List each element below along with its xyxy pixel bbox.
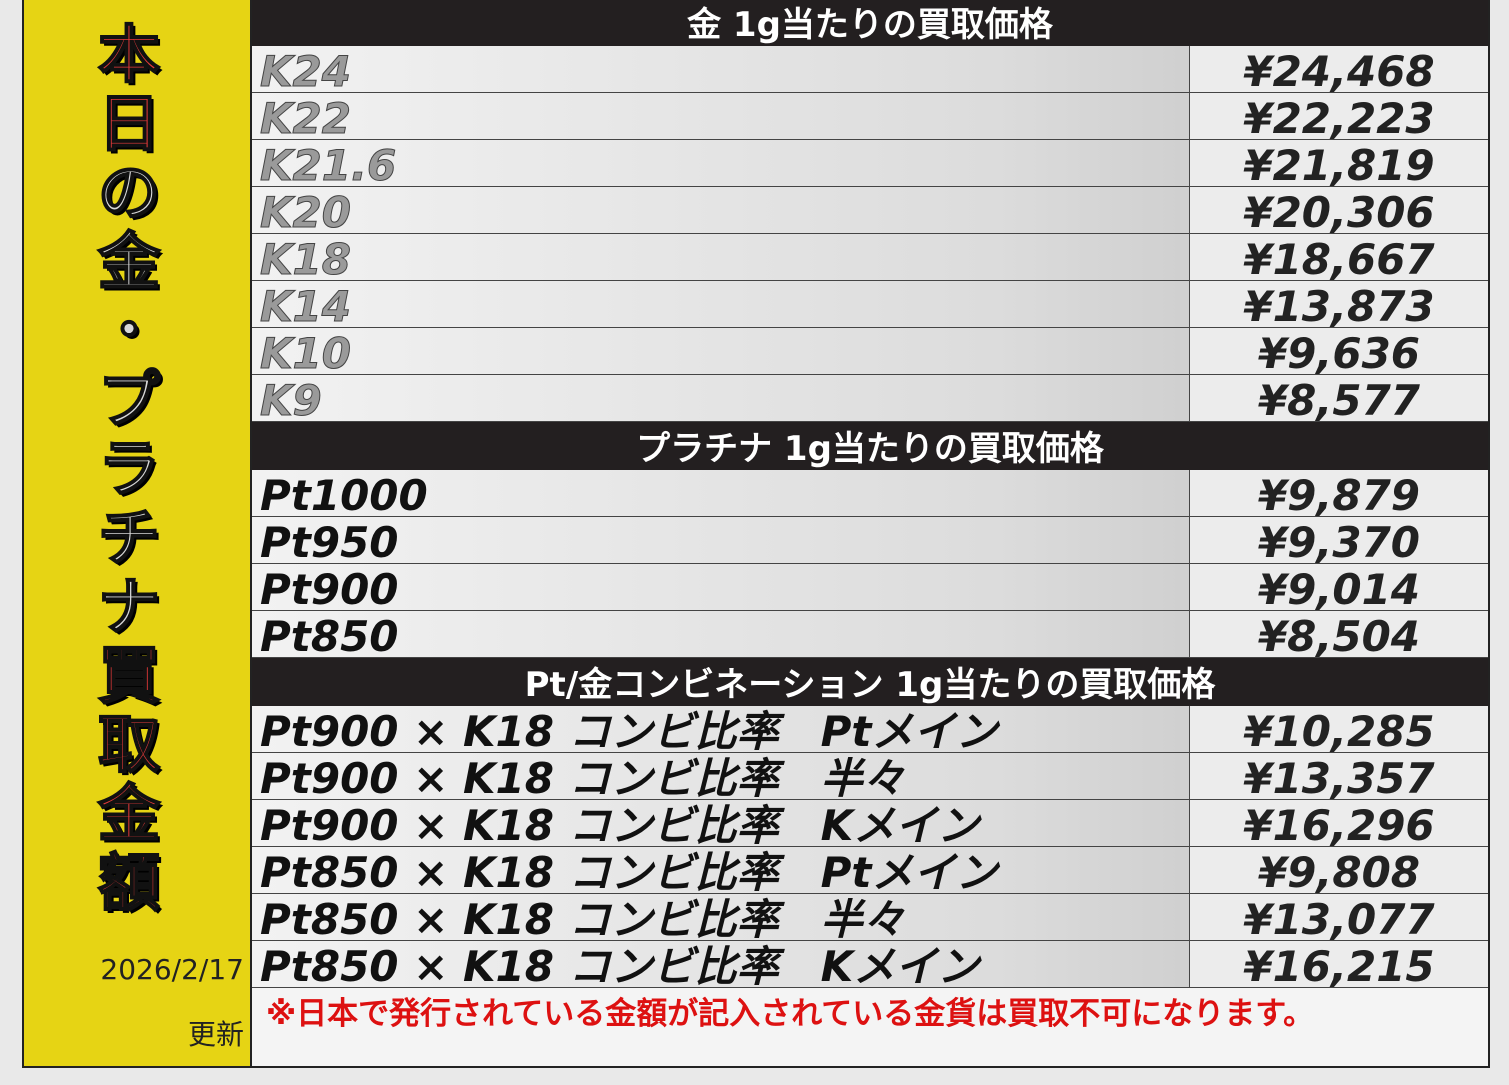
title-char: プ — [97, 363, 161, 436]
title-char: 取 — [97, 708, 161, 781]
vertical-title: 本日の金・プラチナ買取金額 — [64, 18, 194, 919]
gold-price-row: K18 ¥18,667 — [252, 234, 1488, 284]
gold-price-row: K21.6 ¥21,819 — [252, 140, 1488, 190]
platinum-price-row: Pt900 ¥9,014 — [252, 564, 1488, 614]
item-name: Pt850 — [252, 611, 1190, 657]
title-char: 金 — [97, 777, 161, 850]
item-name: Pt850 × K18 コンビ比率 Ptメイン — [252, 847, 1190, 893]
title-char: の — [97, 156, 161, 229]
item-price: ¥16,215 — [1190, 941, 1488, 991]
item-price: ¥9,636 — [1190, 328, 1488, 378]
item-price: ¥9,370 — [1190, 517, 1488, 567]
platinum-price-row: Pt850 ¥8,504 — [252, 611, 1488, 661]
combination-price-row: Pt900 × K18 コンビ比率 Kメイン ¥16,296 — [252, 800, 1488, 850]
price-sign: 本日の金・プラチナ買取金額 2026/2/17 更新 金 1g当たりの買取価格 K… — [22, 0, 1490, 1068]
item-name: K9 — [252, 375, 1190, 421]
item-name: Pt850 × K18 コンビ比率 Kメイン — [252, 941, 1190, 987]
gold-price-row: K22 ¥22,223 — [252, 93, 1488, 143]
item-name: K18 — [252, 234, 1190, 280]
item-name: Pt900 × K18 コンビ比率 半々 — [252, 753, 1190, 799]
item-name: K22 — [252, 93, 1190, 139]
title-char: ・ — [97, 294, 161, 367]
combination-section-header: Pt/金コンビネーション 1g当たりの買取価格 — [252, 658, 1488, 706]
item-price: ¥10,285 — [1190, 706, 1488, 756]
item-name: Pt1000 — [252, 470, 1190, 516]
item-name: Pt900 × K18 コンビ比率 Ptメイン — [252, 706, 1190, 752]
item-price: ¥9,808 — [1190, 847, 1488, 897]
item-name: K20 — [252, 187, 1190, 233]
gold-section-header: 金 1g当たりの買取価格 — [252, 0, 1488, 46]
gold-price-row: K14 ¥13,873 — [252, 281, 1488, 331]
item-price: ¥13,357 — [1190, 753, 1488, 803]
combination-price-row: Pt850 × K18 コンビ比率 Kメイン ¥16,215 — [252, 941, 1488, 991]
item-price: ¥13,873 — [1190, 281, 1488, 331]
item-price: ¥13,077 — [1190, 894, 1488, 944]
platinum-section-header: プラチナ 1g当たりの買取価格 — [252, 422, 1488, 470]
title-char: 日 — [97, 87, 161, 160]
item-price: ¥9,879 — [1190, 470, 1488, 520]
item-name: Pt950 — [252, 517, 1190, 563]
item-name: Pt900 × K18 コンビ比率 Kメイン — [252, 800, 1190, 846]
title-char: 金 — [97, 225, 161, 298]
item-price: ¥21,819 — [1190, 140, 1488, 190]
item-price: ¥9,014 — [1190, 564, 1488, 614]
combination-price-row: Pt900 × K18 コンビ比率 半々 ¥13,357 — [252, 753, 1488, 803]
title-char: 額 — [97, 846, 161, 919]
title-char: 買 — [97, 639, 161, 712]
gold-price-row: K24 ¥24,468 — [252, 46, 1488, 96]
item-name: Pt900 — [252, 564, 1190, 610]
item-price: ¥18,667 — [1190, 234, 1488, 284]
item-name: Pt850 × K18 コンビ比率 半々 — [252, 894, 1190, 940]
item-price: ¥22,223 — [1190, 93, 1488, 143]
platinum-price-row: Pt1000 ¥9,879 — [252, 470, 1488, 520]
updated-label: 更新 — [187, 1018, 244, 1051]
item-price: ¥16,296 — [1190, 800, 1488, 850]
item-name: K10 — [252, 328, 1190, 374]
item-name: K21.6 — [252, 140, 1190, 186]
sidebar: 本日の金・プラチナ買取金額 2026/2/17 更新 — [24, 0, 252, 1066]
price-table: 金 1g当たりの買取価格 K24 ¥24,468 K22 ¥22,223 K21.6 ¥21… — [252, 0, 1488, 1066]
item-name: K24 — [252, 46, 1190, 92]
title-char: ラ — [97, 432, 161, 505]
combination-price-row: Pt850 × K18 コンビ比率 半々 ¥13,077 — [252, 894, 1488, 944]
update-date: 2026/2/17 — [100, 953, 244, 986]
item-price: ¥8,577 — [1190, 375, 1488, 425]
platinum-price-row: Pt950 ¥9,370 — [252, 517, 1488, 567]
item-name: K14 — [252, 281, 1190, 327]
title-char: チ — [97, 501, 161, 574]
item-price: ¥20,306 — [1190, 187, 1488, 237]
combination-price-row: Pt900 × K18 コンビ比率 Ptメイン ¥10,285 — [252, 706, 1488, 756]
item-price: ¥8,504 — [1190, 611, 1488, 661]
gold-price-row: K20 ¥20,306 — [252, 187, 1488, 237]
title-char: ナ — [97, 570, 161, 643]
combination-price-row: Pt850 × K18 コンビ比率 Ptメイン ¥9,808 — [252, 847, 1488, 897]
gold-price-row: K9 ¥8,577 — [252, 375, 1488, 425]
notice-text: ※日本で発行されている金額が記入されている金貨は買取不可になります。 — [252, 988, 1488, 1040]
item-price: ¥24,468 — [1190, 46, 1488, 96]
title-char: 本 — [97, 18, 161, 91]
gold-price-row: K10 ¥9,636 — [252, 328, 1488, 378]
